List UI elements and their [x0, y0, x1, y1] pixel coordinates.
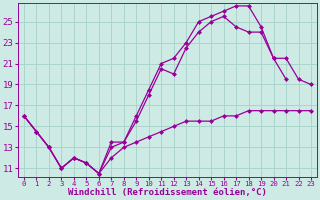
X-axis label: Windchill (Refroidissement éolien,°C): Windchill (Refroidissement éolien,°C)	[68, 188, 267, 197]
